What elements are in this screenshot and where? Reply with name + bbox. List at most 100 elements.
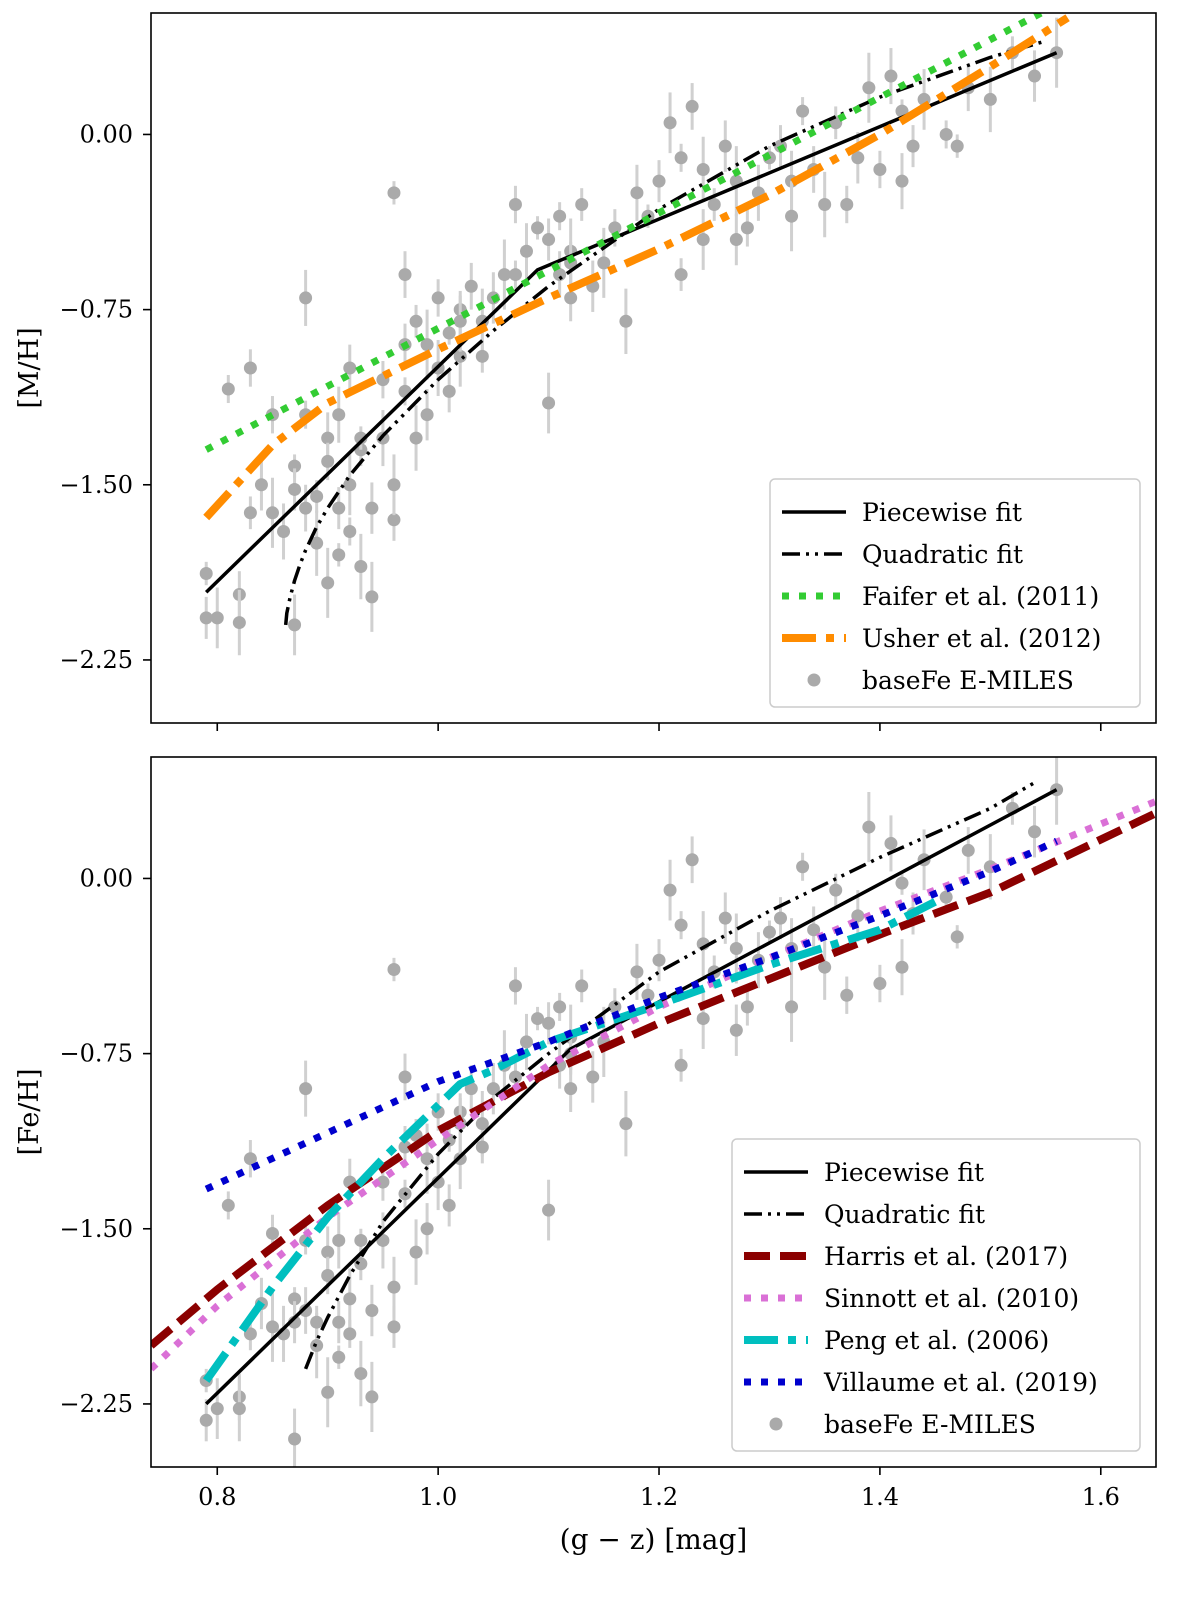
data-point xyxy=(321,547,335,618)
y-tick-label: −0.75 xyxy=(59,296,133,324)
data-point xyxy=(221,1191,235,1220)
data-point xyxy=(884,815,898,872)
data-point xyxy=(199,561,213,586)
data-point xyxy=(663,92,677,154)
data-point xyxy=(420,309,434,380)
data-point xyxy=(652,939,666,982)
data-point xyxy=(619,288,633,354)
legend-entry-sinnott-et-al-2010: Sinnott et al. (2010) xyxy=(744,1284,1079,1313)
y-tick-label: 0.00 xyxy=(80,120,133,148)
data-point xyxy=(332,1301,346,1344)
data-point xyxy=(895,871,909,895)
x-tick-label: 1.6 xyxy=(1082,1483,1120,1511)
data-point xyxy=(531,1006,545,1031)
data-point xyxy=(519,223,533,280)
panel-top: 0.00 −0.75 −1.50 −2.25 [M/H] Piecewise fit Qua… xyxy=(14,12,1157,731)
data-point xyxy=(740,209,754,247)
legend-label: Faifer et al. (2011) xyxy=(862,582,1099,611)
series-line-faifer-et-al-2011 xyxy=(204,13,1048,453)
data-point xyxy=(243,1140,257,1178)
data-point xyxy=(729,213,743,266)
data-point xyxy=(597,227,611,298)
data-point xyxy=(1028,806,1042,858)
data-point xyxy=(409,405,423,471)
x-tick-label: 1.0 xyxy=(419,1483,457,1511)
data-point xyxy=(873,964,887,1003)
data-point xyxy=(674,143,688,172)
data-point xyxy=(387,957,401,982)
data-point xyxy=(442,370,456,413)
data-point xyxy=(232,589,246,656)
y-tick-label: −1.50 xyxy=(59,1215,133,1243)
legend-label: Villaume et al. (2019) xyxy=(823,1368,1098,1397)
data-point xyxy=(840,185,854,224)
plot-area xyxy=(199,13,1070,656)
data-point xyxy=(796,852,810,881)
series-line-usher-et-al-2012 xyxy=(203,14,1070,521)
data-point xyxy=(729,1004,743,1056)
data-point xyxy=(310,1305,324,1339)
legend-entry-usher-et-al-2012: Usher et al. (2012) xyxy=(782,624,1101,653)
legend-entry-villaume-et-al-2019: Villaume et al. (2019) xyxy=(744,1368,1098,1397)
data-point xyxy=(288,468,302,511)
data-point xyxy=(354,1340,368,1407)
data-point xyxy=(409,304,423,338)
data-point xyxy=(210,587,224,649)
data-point xyxy=(199,596,213,639)
data-point xyxy=(575,969,589,1003)
data-point xyxy=(707,188,721,221)
data-point xyxy=(950,925,964,949)
data-point xyxy=(851,132,865,184)
series-line-harris-et-al-2017 xyxy=(151,809,1156,1349)
x-tick-label: 1.2 xyxy=(640,1483,678,1511)
data-point xyxy=(785,181,799,252)
y-tick-label: −0.75 xyxy=(59,1040,133,1068)
legend-label: Piecewise fit xyxy=(824,1158,984,1187)
data-point xyxy=(420,389,434,441)
data-point xyxy=(685,83,699,130)
data-point xyxy=(939,120,953,149)
legend-entry-basefe-e-miles: baseFe E-MILES xyxy=(807,666,1074,695)
legend-marker xyxy=(807,673,821,687)
x-axis-label: (g − z) [mag] xyxy=(560,1523,748,1556)
data-point xyxy=(575,188,589,221)
data-point xyxy=(210,1378,224,1439)
data-point xyxy=(243,349,257,387)
data-point xyxy=(332,543,346,567)
data-point xyxy=(299,1287,313,1334)
panel-bottom: 0.8 1.0 1.2 1.4 1.6 0.00 −0.75 −1.50 −2.25 [Fe/H]… xyxy=(14,756,1157,1556)
data-point xyxy=(542,1179,556,1241)
legend-entry-piecewise-fit: Piecewise fit xyxy=(744,1158,984,1187)
y-tick-label: −2.25 xyxy=(59,646,133,674)
plot-area xyxy=(151,757,1156,1467)
data-point xyxy=(873,150,887,189)
legend-label: baseFe E-MILES xyxy=(862,666,1074,695)
legend-label: baseFe E-MILES xyxy=(824,1410,1036,1439)
data-point xyxy=(398,251,412,298)
data-point xyxy=(674,1048,688,1082)
data-point xyxy=(343,1319,357,1348)
y-tick-label: −2.25 xyxy=(59,1390,133,1418)
y-tick-label: −1.50 xyxy=(59,471,133,499)
data-point xyxy=(365,1284,379,1337)
data-point xyxy=(696,136,710,203)
data-point xyxy=(895,153,909,210)
data-point xyxy=(221,375,235,404)
legend-entry-harris-et-al-2017: Harris et al. (2017) xyxy=(744,1242,1068,1271)
data-point xyxy=(531,216,545,240)
data-point xyxy=(354,533,368,600)
legend-entry-peng-et-al-2006: Peng et al. (2006) xyxy=(744,1326,1049,1355)
data-point xyxy=(840,976,854,1014)
data-point xyxy=(464,262,478,310)
data-point xyxy=(1028,50,1042,102)
data-point xyxy=(696,988,710,1049)
data-point xyxy=(365,482,379,534)
legend-label: Harris et al. (2017) xyxy=(824,1242,1068,1271)
data-point xyxy=(906,125,920,168)
series-line-piecewise-fit xyxy=(204,51,1058,594)
data-point xyxy=(895,939,909,996)
data-point xyxy=(387,1256,401,1318)
legend-entry-piecewise-fit: Piecewise fit xyxy=(782,498,1022,527)
legend: Piecewise fit Quadratic fit Harris et al. … xyxy=(731,1138,1141,1452)
legend-entry-quadratic-fit: Quadratic fit xyxy=(744,1200,985,1229)
